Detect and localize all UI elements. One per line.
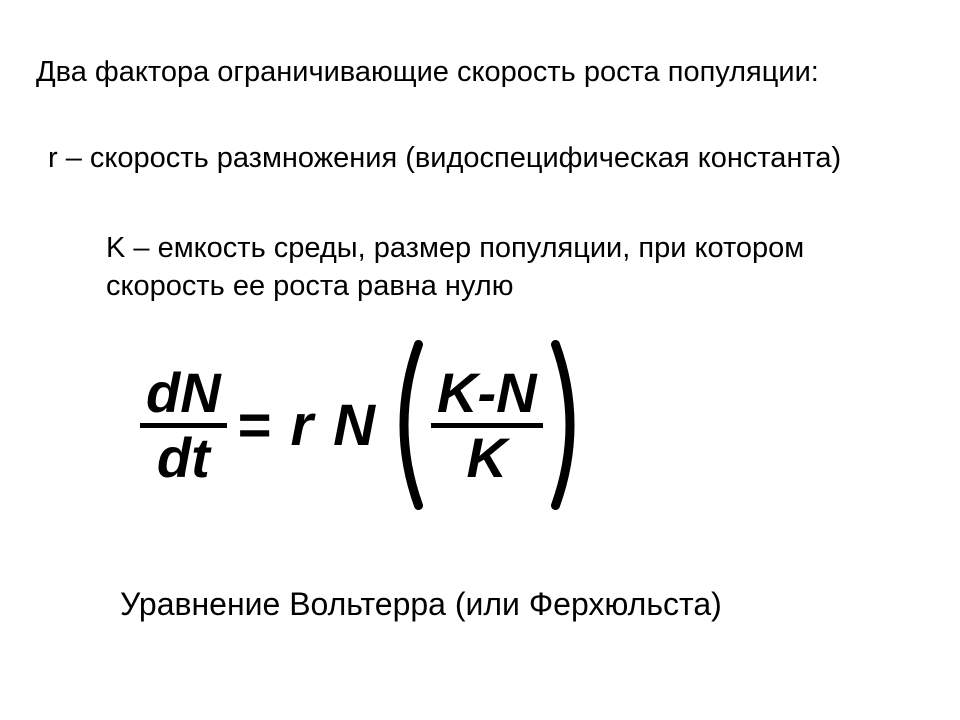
equation: dN dt = r N K-N K [140, 340, 589, 510]
r-symbol: r [281, 392, 324, 459]
rhs-numerator: K-N [431, 363, 543, 423]
lhs-fraction: dN dt [140, 363, 227, 488]
k-definition: K – емкость среды, размер популяции, при… [106, 230, 816, 305]
equation-caption: Уравнение Вольтерра (или Ферхюльста) [120, 584, 880, 626]
lhs-denominator: dt [151, 428, 216, 488]
left-paren [385, 340, 425, 510]
n-symbol: N [323, 392, 385, 459]
title-text: Два фактора ограничивающие скорость рост… [36, 54, 916, 92]
lhs-numerator: dN [140, 363, 227, 423]
rhs-denominator: K [461, 428, 513, 488]
right-paren [549, 340, 589, 510]
slide: Два фактора ограничивающие скорость рост… [0, 0, 960, 720]
equals-sign: = [227, 392, 281, 459]
rhs-fraction: K-N K [431, 363, 543, 488]
r-definition: r – скорость размножения (видоспецифичес… [48, 140, 928, 178]
